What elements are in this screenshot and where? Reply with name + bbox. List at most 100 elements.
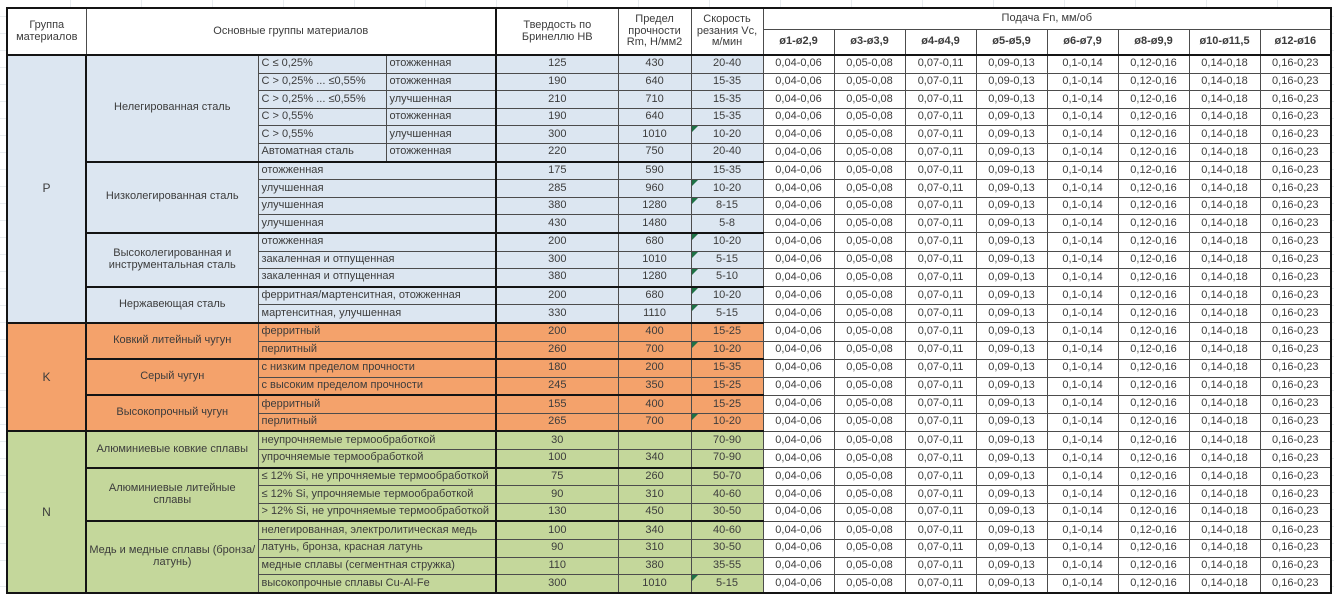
hardness-cell: 200 [495,321,619,342]
feed-cell: 0,05-0,08 [833,502,906,522]
table-row: упрочняемые термообработкой 100 340 70-90 0,… [7,449,1332,469]
feed-cell: 0,12-0,16 [1117,467,1190,487]
hardness-cell: 90 [495,485,619,504]
feed-cell: 0,16-0,23 [1259,196,1332,216]
table-row: Автоматная сталь отожженная 220 750 20-40 0,0… [7,142,1332,163]
strength-cell: 400 [617,321,692,342]
cutting-speed-cell: 15-25 [690,376,764,396]
feed-cell: 0,05-0,08 [833,268,906,288]
feed-cell: 0,04-0,06 [762,72,835,92]
condition-cell: нелегированная, электролитическая медь [257,520,497,541]
cutting-speed-value: 10-20 [712,127,742,140]
cutting-speed-cell: 5-8 [690,214,764,234]
group-letter-cell: N [6,430,87,594]
feed-cell: 0,1-0,14 [1046,322,1119,342]
feed-cell: 0,05-0,08 [833,250,906,270]
cutting-speed-cell: 15-35 [690,160,764,181]
feed-cell: 0,16-0,23 [1259,376,1332,396]
feed-cell: 0,04-0,06 [762,574,835,594]
feed-cell: 0,07-0,11 [904,142,977,163]
header-hardness-col: Твердость по Бринеллю HB [495,7,619,56]
condition-cell: ферритный [257,321,497,342]
table-row: Медь и медные сплавы (бронза/латунь) неле… [7,520,1332,594]
feed-cell: 0,12-0,16 [1117,161,1190,181]
feed-cell: 0,09-0,13 [975,340,1048,360]
feed-cell: 0,16-0,23 [1259,430,1332,451]
feed-cell: 0,12-0,16 [1117,72,1190,92]
flag-triangle-icon [692,305,698,312]
condition-cell: закаленная и отпущенная [257,268,497,288]
feed-cell: 0,07-0,11 [904,556,977,576]
feed-cell: 0,05-0,08 [833,179,906,198]
strength-cell [617,430,692,451]
feed-cell: 0,05-0,08 [833,304,906,324]
strength-cell: 680 [617,285,692,306]
spec-cell: C > 0,55% [257,125,387,144]
feed-cell: 0,16-0,23 [1259,556,1332,576]
cutting-speed-cell: 15-35 [690,358,764,378]
feed-cell: 0,14-0,18 [1188,394,1261,414]
feed-cell: 0,05-0,08 [833,376,906,396]
cutting-speed-cell: 5-15 [690,250,764,270]
cutting-speed-value: 15-35 [712,163,742,176]
cutting-speed-cell: 40-60 [690,485,764,504]
cutting-speed-value: 40-60 [712,487,742,500]
strength-cell: 960 [617,179,692,198]
flag-triangle-icon [692,252,698,258]
feed-cell: 0,12-0,16 [1117,107,1190,127]
cutting-speed-value: 50-70 [712,470,742,483]
feed-cell: 0,07-0,11 [904,502,977,522]
feed-cell: 0,09-0,13 [975,54,1048,74]
material-name-cell: Ковкий литейный чугун [85,321,259,360]
feed-cell: 0,05-0,08 [833,467,906,487]
diameter-header: ø12-ø16 [1259,28,1332,56]
table-row: C > 0,25% ... ≤0,55% улучшенная 210 710 15-3… [7,90,1332,109]
feed-cell: 0,04-0,06 [762,394,835,414]
cutting-speed-value: 20-40 [712,145,742,158]
spec-cell: C > 0,25% ... ≤0,55% [257,72,387,92]
strength-cell: 400 [617,394,692,414]
condition-cell: улучшенная [257,214,497,234]
feed-cell: 0,14-0,18 [1188,232,1261,252]
spec-cell: Автоматная сталь [257,142,387,163]
condition-cell: улучшенная [257,196,497,216]
feed-cell: 0,04-0,06 [762,358,835,378]
feed-cell: 0,16-0,23 [1259,161,1332,181]
feed-cell: 0,07-0,11 [904,54,977,74]
feed-cell: 0,14-0,18 [1188,90,1261,109]
condition-cell: закаленная и отпущенная [257,250,497,270]
feed-cell: 0,12-0,16 [1117,449,1190,469]
feed-cell: 0,1-0,14 [1046,232,1119,252]
cutting-speed-cell: 15-25 [690,394,764,414]
feed-cell: 0,14-0,18 [1188,250,1261,270]
feed-cell: 0,1-0,14 [1046,125,1119,144]
feed-cell: 0,05-0,08 [833,449,906,469]
condition-cell: > 12% Si, не упрочняемые термообработкой [257,502,497,522]
hardness-cell: 245 [495,376,619,396]
table-row: перлитный 265 700 10-20 0,04-0,06 0,05-0,08 0,… [7,412,1332,432]
feed-cell: 0,05-0,08 [833,214,906,234]
hardness-cell: 110 [495,556,619,576]
spec-cell: C > 0,55% [257,107,387,127]
table-row: C > 0,55% улучшенная 300 1010 10-20 0,04-0,06… [7,125,1332,144]
header-feed-col: Подача Fn, мм/об [762,7,1332,30]
feed-cell: 0,09-0,13 [975,179,1048,198]
condition-cell: медные сплавы (сегментная стружка) [257,556,497,576]
feed-cell: 0,09-0,13 [975,539,1048,558]
feed-cell: 0,14-0,18 [1188,376,1261,396]
feed-cell: 0,09-0,13 [975,322,1048,342]
feed-cell: 0,04-0,06 [762,412,835,432]
condition-cell: высокопрочные сплавы Cu-Al-Fe [257,574,497,594]
feed-cell: 0,07-0,11 [904,250,977,270]
table-row: мартенситная, улучшенная 330 1110 5-15 0,04-… [7,304,1332,324]
feed-cell: 0,07-0,11 [904,161,977,181]
cutting-speed-value: 35-55 [712,558,742,571]
hardness-cell: 175 [495,160,619,181]
material-name-cell: Алюминиевые ковкие сплавы [85,430,259,469]
feed-cell: 0,16-0,23 [1259,322,1332,342]
feed-cell: 0,12-0,16 [1117,286,1190,306]
cutting-speed-cell: 70-90 [690,449,764,469]
feed-cell: 0,1-0,14 [1046,412,1119,432]
feed-cell: 0,09-0,13 [975,232,1048,252]
feed-cell: 0,04-0,06 [762,430,835,451]
